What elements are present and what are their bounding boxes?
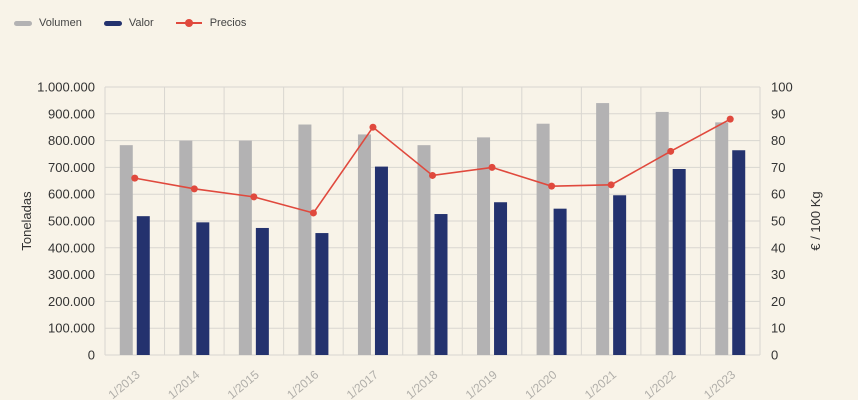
chart-legend: Volumen Valor Precios [14, 17, 268, 29]
y-tick-label: 0 [88, 348, 95, 363]
y-axis-right-ticks: 0 10 20 30 40 50 60 70 80 90 100 [771, 80, 793, 363]
y-tick-label: 400.000 [48, 240, 95, 255]
x-tick-label: 1/2021 [582, 367, 619, 400]
y2-tick-label: 60 [771, 187, 785, 202]
bar-volumen-1-2014 [179, 140, 193, 355]
point-precios-1-2013 [131, 174, 139, 182]
y2-tick-label: 90 [771, 106, 785, 121]
bar-valor-1-2015 [255, 227, 269, 355]
x-tick-label: 1/2016 [284, 367, 321, 400]
bar-volumen-1-2017 [357, 134, 371, 355]
point-precios-1-2014 [190, 185, 198, 193]
legend-swatch-valor [103, 20, 122, 26]
y-tick-label: 500.000 [48, 214, 95, 229]
y-tick-label: 200.000 [48, 294, 95, 309]
bar-valor-1-2020 [553, 208, 567, 355]
y2-tick-label: 20 [771, 294, 785, 309]
bar-valor-1-2023 [732, 150, 746, 355]
y-axis-left-title: Toneladas [19, 191, 34, 251]
legend-swatch-volumen [14, 20, 32, 26]
y-tick-label: 800.000 [48, 133, 95, 148]
y-tick-label: 900.000 [48, 106, 95, 121]
x-tick-label: 1/2013 [106, 367, 143, 400]
bar-volumen-1-2020 [536, 123, 550, 355]
y-tick-label: 700.000 [48, 160, 95, 175]
y2-tick-label: 100 [771, 80, 793, 95]
y-axis-left-ticks: 0 100.000 200.000 300.000 400.000 500.000 600.… [37, 80, 95, 363]
y2-tick-label: 50 [771, 214, 785, 229]
bar-valor-1-2013 [136, 216, 150, 355]
bar-valor-1-2019 [494, 202, 508, 355]
y2-tick-label: 30 [771, 267, 785, 282]
legend-label-volumen: Volumen [39, 17, 82, 29]
bar-volumen-1-2019 [477, 137, 491, 355]
bar-volumen-1-2015 [238, 140, 252, 355]
x-tick-label: 1/2020 [522, 367, 559, 400]
point-precios-1-2021 [607, 181, 615, 189]
line-series [131, 115, 734, 217]
legend-swatch-precios [175, 18, 202, 28]
y2-tick-label: 10 [771, 321, 785, 336]
legend-label-valor: Valor [128, 17, 154, 29]
bar-volumen-1-2022 [655, 111, 669, 355]
legend-label-precios: Precios [209, 17, 247, 29]
bar-valor-1-2022 [672, 169, 686, 355]
bar-valor-1-2016 [315, 233, 329, 355]
bar-valor-1-2018 [434, 214, 448, 355]
point-precios-1-2022 [667, 147, 675, 155]
point-precios-1-2019 [488, 163, 496, 171]
y2-tick-label: 40 [771, 240, 785, 255]
point-precios-1-2016 [309, 209, 317, 217]
x-tick-label: 1/2018 [403, 367, 440, 400]
legend-item-valor[interactable]: Valor [103, 17, 154, 29]
bar-volumen-1-2021 [596, 103, 610, 355]
y2-tick-label: 70 [771, 160, 785, 175]
point-precios-1-2018 [429, 171, 436, 179]
bar-volumen-1-2023 [715, 122, 729, 355]
x-tick-label: 1/2023 [701, 367, 738, 400]
y2-tick-label: 0 [771, 348, 778, 363]
point-precios-1-2023 [726, 115, 734, 123]
bar-valor-1-2017 [374, 166, 388, 355]
bar-volumen-1-2016 [298, 124, 312, 356]
point-precios-1-2015 [250, 193, 258, 201]
bar-volumen-1-2013 [119, 145, 133, 355]
y-tick-label: 100.000 [48, 321, 95, 336]
x-tick-label: 1/2014 [165, 367, 202, 400]
y2-tick-label: 80 [771, 133, 785, 148]
chart-grid [104, 86, 761, 356]
point-precios-1-2020 [548, 182, 556, 190]
x-tick-label: 1/2019 [463, 367, 500, 400]
bar-series [119, 103, 746, 356]
bar-volumen-1-2018 [417, 145, 431, 355]
y-tick-label: 600.000 [48, 187, 95, 202]
legend-item-volumen[interactable]: Volumen [14, 17, 82, 29]
bar-valor-1-2021 [613, 195, 627, 355]
point-precios-1-2017 [369, 123, 377, 131]
y-tick-label: 300.000 [48, 267, 95, 282]
y-tick-label: 1.000.000 [37, 80, 95, 95]
legend-item-precios[interactable]: Precios [175, 17, 247, 29]
bar-valor-1-2014 [196, 222, 210, 355]
x-tick-label: 1/2022 [641, 367, 678, 400]
y-axis-right-title: € / 100 Kg [808, 191, 823, 250]
x-tick-label: 1/2017 [344, 367, 381, 400]
x-tick-label: 1/2015 [225, 367, 262, 400]
x-axis-ticks: 1/2013 1/2014 1/2015 1/2016 1/2017 1/2018 1/20… [106, 367, 739, 400]
